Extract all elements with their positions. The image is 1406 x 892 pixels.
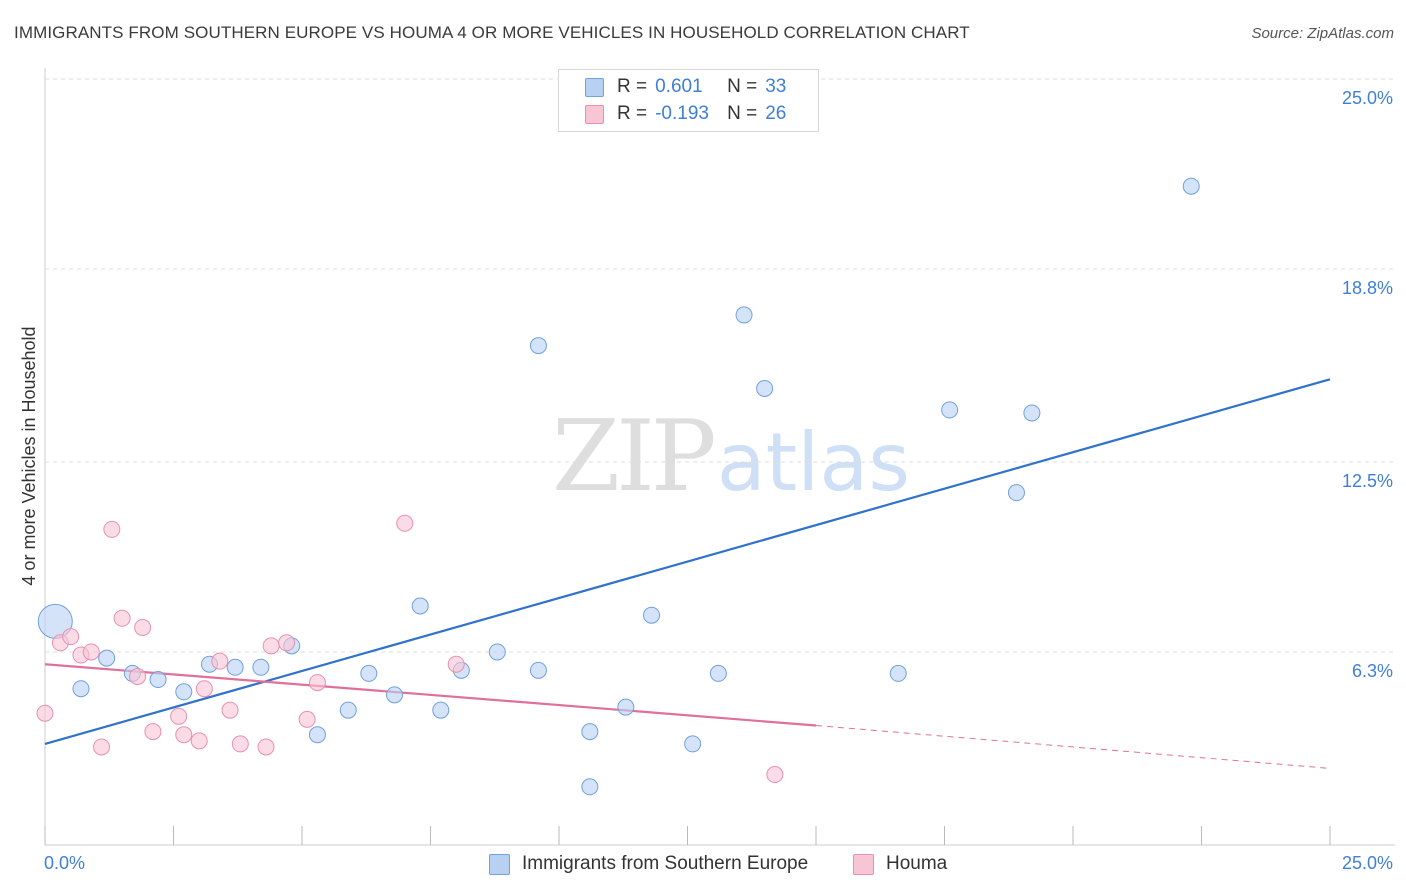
legend-n-value: 33 bbox=[765, 76, 787, 97]
bottom-legend-label: Houma bbox=[886, 853, 948, 874]
point-houma bbox=[190, 732, 208, 750]
point-southern-europe bbox=[1007, 484, 1025, 502]
legend-n-value: 26 bbox=[765, 103, 787, 124]
tick-labels: 6.3% 12.5% 18.8% 25.0% 0.0% 25.0% 4 or more Ve… bbox=[19, 88, 1393, 873]
point-houma bbox=[262, 637, 280, 655]
point-southern-europe bbox=[488, 643, 506, 661]
legend-n-label: N = bbox=[727, 103, 758, 124]
trend-lines bbox=[44, 378, 1331, 769]
point-houma bbox=[396, 514, 414, 532]
point-southern-europe bbox=[889, 664, 907, 682]
point-houma bbox=[113, 609, 131, 627]
bottom-legend-label: Immigrants from Southern Europe bbox=[522, 853, 809, 874]
point-southern-europe bbox=[529, 661, 547, 679]
x-tick-label: 0.0% bbox=[44, 853, 85, 873]
point-southern-europe bbox=[339, 701, 357, 719]
point-southern-europe bbox=[386, 686, 404, 704]
point-houma bbox=[170, 707, 188, 725]
trend-line-houma bbox=[44, 663, 817, 727]
point-southern-europe bbox=[226, 658, 244, 676]
point-southern-europe bbox=[617, 698, 635, 716]
point-houma bbox=[129, 667, 147, 685]
point-southern-europe bbox=[432, 701, 450, 719]
point-houma bbox=[134, 618, 152, 636]
point-southern-europe bbox=[581, 778, 599, 796]
y-tick-label: 18.8% bbox=[1342, 278, 1393, 298]
point-southern-europe bbox=[581, 723, 599, 741]
point-southern-europe bbox=[149, 671, 167, 689]
point-southern-europe bbox=[756, 379, 774, 397]
legend-r-value: 0.601 bbox=[655, 76, 703, 97]
point-houma bbox=[195, 680, 213, 698]
x-tick-label: 25.0% bbox=[1342, 853, 1393, 873]
point-houma bbox=[221, 701, 239, 719]
point-southern-europe bbox=[735, 306, 753, 324]
bottom-legend-houma: Houma bbox=[853, 851, 947, 877]
legend-row-houma: R = -0.193 N = 26 bbox=[585, 101, 786, 127]
point-southern-europe bbox=[941, 401, 959, 419]
bottom-legend-southern-europe: Immigrants from Southern Europe bbox=[489, 851, 808, 877]
point-southern-europe bbox=[1023, 404, 1041, 422]
point-houma bbox=[257, 738, 275, 756]
point-southern-europe bbox=[98, 649, 116, 667]
legend-row-southern-europe: R = 0.601 N = 33 bbox=[585, 74, 786, 100]
grid-lines bbox=[45, 78, 1395, 653]
point-southern-europe bbox=[308, 726, 326, 744]
point-houma bbox=[36, 704, 54, 722]
legend-swatch-pink bbox=[585, 104, 604, 124]
y-tick-label: 6.3% bbox=[1352, 661, 1393, 681]
point-southern-europe bbox=[709, 664, 727, 682]
legend-r-value: -0.193 bbox=[655, 103, 709, 124]
correlation-legend: R = 0.601 N = 33 R = -0.193 N = 26 bbox=[558, 69, 819, 132]
point-houma bbox=[82, 643, 100, 661]
point-southern-europe bbox=[72, 680, 90, 698]
point-houma bbox=[93, 738, 111, 756]
source-label: Source: ZipAtlas.com bbox=[1251, 25, 1394, 42]
trend-line-houma-extrapolated bbox=[815, 725, 1331, 769]
bottom-legend-swatch-pink bbox=[853, 853, 874, 875]
point-southern-europe bbox=[252, 658, 270, 676]
data-points bbox=[36, 177, 1200, 796]
point-houma bbox=[308, 674, 326, 692]
point-houma bbox=[103, 520, 121, 538]
point-houma bbox=[211, 652, 229, 670]
point-houma bbox=[62, 628, 80, 646]
point-southern-europe bbox=[643, 606, 661, 624]
legend-r-label: R = bbox=[617, 76, 648, 97]
point-southern-europe bbox=[175, 683, 193, 701]
point-southern-europe bbox=[1182, 177, 1200, 195]
point-southern-europe bbox=[360, 664, 378, 682]
legend-n-label: N = bbox=[727, 76, 758, 97]
point-southern-europe bbox=[684, 735, 702, 753]
bottom-legend-swatch-blue bbox=[489, 853, 510, 875]
y-axis-title: 4 or more Vehicles in Household bbox=[19, 326, 39, 585]
legend-swatch-blue bbox=[585, 77, 604, 97]
point-houma bbox=[766, 766, 784, 784]
trend-line-southern-europe bbox=[44, 378, 1331, 745]
point-houma bbox=[298, 710, 316, 728]
y-tick-label: 25.0% bbox=[1342, 88, 1393, 108]
point-houma bbox=[447, 655, 465, 673]
legend-r-label: R = bbox=[617, 103, 648, 124]
point-southern-europe bbox=[529, 337, 547, 355]
point-houma bbox=[278, 634, 296, 652]
y-tick-label: 12.5% bbox=[1342, 471, 1393, 491]
point-houma bbox=[144, 723, 162, 741]
point-houma bbox=[175, 726, 193, 744]
point-southern-europe bbox=[411, 597, 429, 615]
point-houma bbox=[231, 735, 249, 753]
chart-title: IMMIGRANTS FROM SOUTHERN EUROPE VS HOUMA… bbox=[14, 23, 970, 42]
